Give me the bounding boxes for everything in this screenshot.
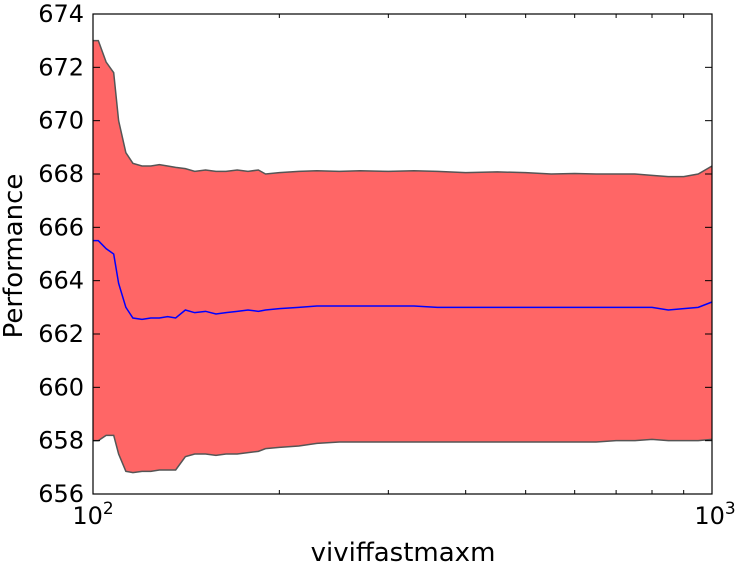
x-tick-exponent: 2 xyxy=(103,499,114,519)
x-axis-ticks: 102 103 xyxy=(72,14,736,530)
y-tick-label: 674 xyxy=(38,0,84,28)
y-axis-label: Performance xyxy=(0,174,29,339)
y-tick-label: 670 xyxy=(38,107,84,135)
y-tick-label: 656 xyxy=(38,480,84,508)
plot-area xyxy=(92,13,713,495)
x-tick-label: 103 xyxy=(694,499,735,530)
x-axis-label: viviffastmaxm xyxy=(311,538,496,568)
y-tick-label: 662 xyxy=(38,320,84,348)
x-tick-base: 10 xyxy=(694,502,725,530)
lower-bound-line xyxy=(93,434,713,474)
x-tick-exponent: 3 xyxy=(725,499,736,519)
confidence-band xyxy=(93,40,712,473)
y-tick-label: 664 xyxy=(38,267,84,295)
y-tick-label: 660 xyxy=(38,373,84,401)
y-tick-label: 666 xyxy=(38,213,84,241)
mean-performance-line xyxy=(93,239,713,321)
upper-bound-line xyxy=(93,39,713,178)
x-tick-base: 10 xyxy=(72,502,103,530)
y-tick-label: 672 xyxy=(38,53,84,81)
x-tick-label: 102 xyxy=(72,499,113,530)
y-tick-label: 658 xyxy=(38,427,84,455)
y-tick-label: 668 xyxy=(38,160,84,188)
plot-frame xyxy=(92,13,713,495)
y-axis-ticks: 656 658 660 662 664 666 668 670 672 674 xyxy=(38,0,712,508)
